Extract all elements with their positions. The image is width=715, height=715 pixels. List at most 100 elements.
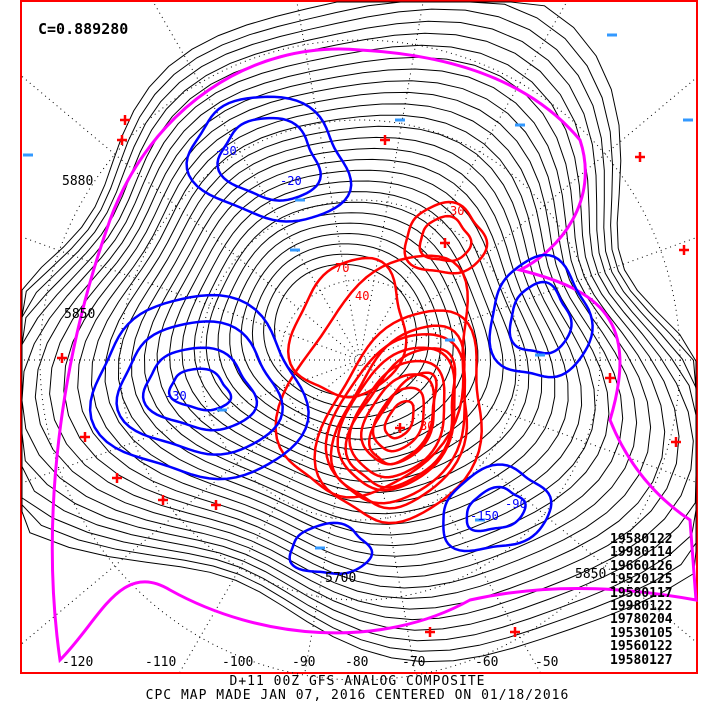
height-contour [21, 8, 697, 642]
anomaly-contour-label: -20 [280, 174, 302, 188]
negative-anomaly-contour [216, 116, 322, 202]
height-contour [143, 147, 556, 515]
height-contour [21, 20, 697, 631]
height-contour [169, 169, 530, 493]
longitude-line [296, 1, 361, 361]
longitude-line [359, 359, 541, 673]
height-contour-label: 5850 [64, 307, 95, 322]
analog-date: 19980122 [610, 599, 673, 615]
station-markers [23, 33, 693, 637]
analog-date: 19530105 [610, 625, 673, 641]
longitude-label: -70 [402, 655, 426, 670]
height-contour-label: 5880 [62, 174, 93, 189]
longitude-label: -60 [475, 655, 499, 670]
negative-anomaly-contour [508, 280, 573, 355]
anomaly-contour-label: -90 [505, 497, 527, 511]
height-contour [251, 243, 442, 419]
negative-anomaly-contour [167, 367, 233, 412]
positive-anomaly-contour [344, 347, 457, 489]
longitude-line [21, 359, 361, 644]
height-contour [205, 201, 492, 462]
height-contour [90, 103, 610, 557]
anomaly-contours [50, 47, 698, 664]
lat-lon-grid [21, 1, 697, 681]
positive-anomaly-contour [383, 399, 415, 440]
height-contour [21, 1, 697, 652]
analog-date: 19580122 [610, 532, 673, 547]
analog-date: 19580127 [610, 652, 673, 668]
positive-station-marker [510, 627, 520, 637]
height-contour [117, 125, 583, 536]
height-contour [21, 44, 680, 610]
positive-anomaly-contour [313, 309, 483, 525]
analog-date: 19980114 [610, 545, 673, 561]
height-contour-label: 5700 [325, 571, 356, 586]
height-contour [21, 1, 697, 663]
height-contour [63, 80, 638, 578]
analog-date: 19560122 [610, 639, 673, 655]
longitude-label: -90 [292, 655, 316, 670]
anomaly-contour-label: -30 [215, 144, 237, 158]
positive-anomaly-contour [286, 256, 408, 399]
positive-anomaly-contour [371, 386, 425, 453]
height-contours [21, 1, 697, 663]
zero-anomaly-contour [50, 47, 698, 664]
anomaly-contour-label: 30 [450, 204, 464, 218]
height-contour [263, 253, 430, 408]
analog-date: 19660126 [610, 558, 673, 574]
positive-station-marker [380, 135, 390, 145]
map-subtitle: CPC MAP MADE JAN 07, 2016 CENTERED ON 01… [145, 688, 570, 703]
negative-anomaly-contour [488, 253, 594, 379]
positive-station-marker [425, 627, 435, 637]
longitude-label: -50 [535, 655, 559, 670]
negative-anomaly-contour [88, 293, 310, 481]
longitude-label: -120 [62, 655, 94, 670]
positive-station-marker [605, 373, 615, 383]
positive-station-marker [211, 500, 221, 510]
longitude-label: -100 [222, 655, 254, 670]
positive-anomaly-contour [359, 373, 436, 466]
positive-anomaly-contour [403, 200, 489, 275]
longitude-line [359, 77, 697, 361]
anomaly-contour-label: -150 [470, 509, 499, 523]
positive-anomaly-contour [348, 359, 446, 479]
height-contour [156, 158, 543, 504]
height-contour [49, 68, 652, 589]
longitude-label: -80 [345, 655, 369, 670]
negative-anomaly-contour [115, 320, 284, 456]
negative-anomaly-contour [141, 346, 259, 432]
negative-anomaly-contour [185, 95, 353, 223]
correlation-label: C=0.889280 [38, 20, 129, 38]
positive-anomaly-contour [336, 346, 456, 492]
height-contour [193, 191, 504, 472]
height-contour [77, 91, 624, 568]
positive-station-marker [679, 245, 689, 255]
positive-station-marker [117, 135, 127, 145]
anomaly-contour-label: 40 [355, 289, 369, 303]
negative-anomaly-contour [465, 485, 527, 533]
positive-station-marker [395, 423, 405, 433]
anomaly-contour-label: -30 [165, 389, 187, 403]
analog-date: 19520125 [610, 572, 673, 588]
negative-anomaly-contour [288, 521, 374, 576]
positive-anomaly-contour [274, 254, 469, 499]
contour-labels: 5880 5850 5850 5700 -30 -20 30 70 40 -90 -150 30 -30 [62, 144, 606, 586]
longitude-line [21, 76, 361, 361]
height-contour [217, 212, 479, 451]
positive-station-marker [120, 115, 130, 125]
height-contour [104, 114, 596, 547]
height-contour [131, 136, 569, 525]
height-contour [229, 222, 467, 440]
anomaly-contour-label: 30 [420, 419, 434, 433]
height-contour [34, 56, 666, 600]
map-title: D+11 00Z GFS ANALOG COMPOSITE [229, 674, 486, 689]
height-contour-label: 5850 [575, 567, 606, 582]
positive-station-marker [80, 432, 90, 442]
positive-anomaly-contour [324, 333, 467, 505]
positive-station-marker [57, 353, 67, 363]
positive-station-marker [635, 152, 645, 162]
positive-station-marker [112, 473, 122, 483]
positive-station-marker [158, 495, 168, 505]
anomaly-contour-label: 70 [335, 261, 349, 275]
